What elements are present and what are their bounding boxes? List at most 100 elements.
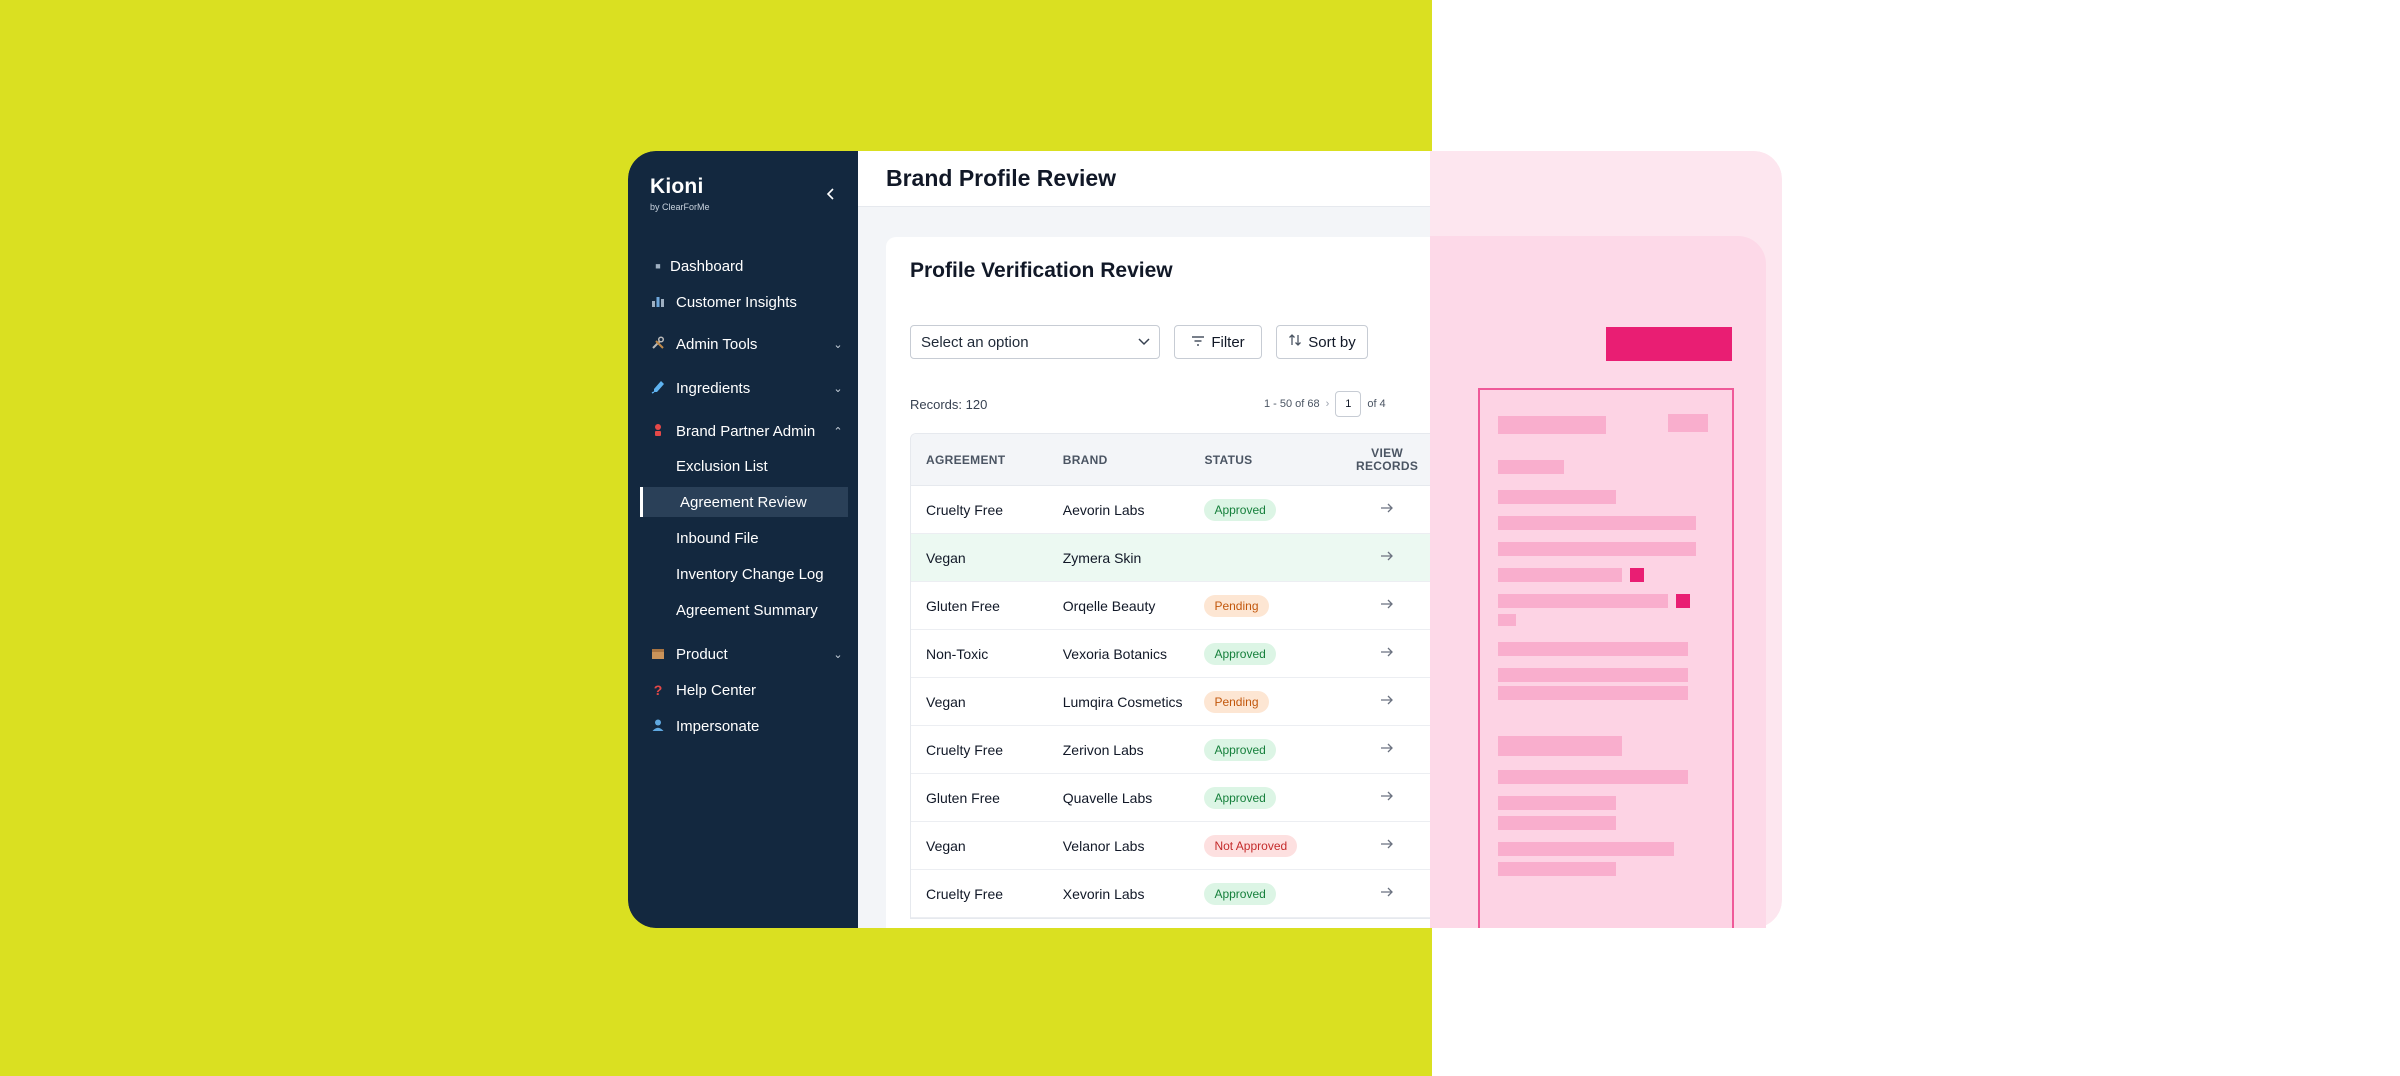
sidebar-item-label: Brand Partner Admin [676,422,816,440]
sidebar-subitem-agreement-review[interactable]: Agreement Review [640,487,848,517]
cell-agreement: Gluten Free [926,789,1000,806]
page-number-input[interactable]: 1 [1335,391,1362,417]
status-badge: Approved [1204,738,1276,761]
dashboard-icon: ■ [655,261,661,271]
top-bar: Brand Profile Review [858,151,1430,207]
table-body: Cruelty Free Aevorin Labs Approved Vegan Zym… [911,486,1430,918]
sidebar-item-product[interactable]: Product ⌄ [638,638,848,670]
cell-brand: Vexoria Botanics [1062,645,1168,662]
chevron-down-icon: ⌄ [833,382,843,395]
doc-line [1498,542,1696,556]
cell-status: Pending [1204,594,1344,617]
filter-button[interactable]: Filter [1174,325,1262,359]
arrow-right-icon[interactable] [1380,742,1394,757]
tools-icon [650,335,666,353]
sidebar-subitem-exclusion-list[interactable]: Exclusion List [640,451,848,481]
cell-status: Approved [1204,642,1344,665]
sidebar-item-label: Product [676,645,728,663]
cell-agreement: Vegan [926,837,966,854]
arrow-right-icon[interactable] [1380,550,1394,565]
column-header-view-records[interactable]: VIEW RECORDS [1356,445,1419,473]
view-records-cell [1344,790,1430,805]
chevron-down-icon: ⌄ [833,648,843,661]
cell-agreement: Cruelty Free [926,885,1004,902]
doc-marker [1630,568,1644,582]
option-select[interactable]: Select an option [910,325,1160,359]
filter-label: Filter [1211,333,1245,351]
table-row[interactable]: Vegan Zymera Skin [911,534,1430,582]
question-icon: ? [653,682,663,698]
arrow-right-icon[interactable] [1380,694,1394,709]
sidebar-subitem-label: Agreement Review [680,493,807,511]
doc-line [1498,862,1616,876]
cell-agreement: Vegan [926,693,966,710]
sidebar-subitem-agreement-summary[interactable]: Agreement Summary [640,595,848,625]
test-tube-icon [650,380,666,397]
sidebar: Kioni by ClearForMe ■ Dashboard Customer… [628,151,858,928]
sidebar-item-dashboard[interactable]: ■ Dashboard [638,250,848,282]
doc-line [1498,668,1688,682]
app-window: Kioni by ClearForMe ■ Dashboard Customer… [628,151,1782,928]
chevron-down-icon [1137,334,1151,352]
sidebar-subitem-inventory-change-log[interactable]: Inventory Change Log [640,559,848,589]
sidebar-item-admin-tools[interactable]: Admin Tools ⌄ [638,328,848,360]
cell-status: Approved [1204,786,1344,809]
sort-icon [1288,333,1302,351]
logo-subtitle: by ClearForMe [650,202,710,212]
cell-brand: Lumqira Cosmetics [1062,693,1183,710]
doc-line [1498,490,1616,504]
sidebar-item-label: Ingredients [676,379,751,397]
table-row[interactable]: Cruelty Free Zerivon Labs Approved [911,726,1430,774]
chevron-left-icon[interactable] [820,183,842,205]
arrow-right-icon[interactable] [1380,790,1394,805]
cell-brand: Zymera Skin [1062,549,1142,566]
option-select-placeholder: Select an option [921,333,1029,351]
sidebar-item-help-center[interactable]: ? Help Center [638,674,848,706]
doc-line [1498,516,1696,530]
view-records-cell [1344,838,1430,853]
cell-brand: Quavelle Labs [1062,789,1153,806]
table-row[interactable]: Non-Toxic Vexoria Botanics Approved [911,630,1430,678]
sidebar-item-brand-partner-admin[interactable]: Brand Partner Admin ⌃ [638,415,848,447]
cell-agreement: Vegan [926,549,966,566]
status-badge: Approved [1204,642,1276,665]
view-records-cell [1344,550,1430,565]
table-row[interactable]: Gluten Free Orqelle Beauty Pending [911,582,1430,630]
table-row[interactable]: Gluten Free Quavelle Labs Approved [911,774,1430,822]
column-header-agreement[interactable]: AGREEMENT [926,452,1006,467]
view-records-cell [1344,646,1430,661]
status-badge: Approved [1204,882,1276,905]
column-header-brand[interactable]: BRAND [1062,452,1108,467]
doc-line [1498,816,1616,830]
arrow-right-icon[interactable] [1380,502,1394,517]
sidebar-item-customer-insights[interactable]: Customer Insights [638,286,848,318]
sidebar-subitem-inbound-file[interactable]: Inbound File [640,523,848,553]
sidebar-item-label: Dashboard [670,257,744,275]
cell-brand: Aevorin Labs [1062,501,1145,518]
doc-line [1498,736,1622,756]
cell-brand: Orqelle Beauty [1062,597,1156,614]
sidebar-item-label: Admin Tools [676,335,758,353]
status-badge: Approved [1204,786,1276,809]
table-row[interactable]: Cruelty Free Xevorin Labs Approved [911,870,1430,918]
arrow-right-icon[interactable] [1380,598,1394,613]
doc-line [1498,416,1606,434]
column-header-status[interactable]: STATUS [1204,452,1253,467]
pagination-total: of 4 [1367,398,1386,410]
user-icon [650,718,666,735]
chevron-right-icon[interactable]: › [1325,398,1330,410]
review-panel: Profile Verification Review Select an op… [886,237,1430,928]
doc-line [1498,460,1564,474]
arrow-right-icon[interactable] [1380,838,1394,853]
table-row[interactable]: Vegan Velanor Labs Not Approved [911,822,1430,870]
sort-button[interactable]: Sort by [1276,325,1368,359]
table-row[interactable]: Cruelty Free Aevorin Labs Approved [911,486,1430,534]
sidebar-item-ingredients[interactable]: Ingredients ⌄ [638,372,848,404]
arrow-right-icon[interactable] [1380,646,1394,661]
table-row[interactable]: Vegan Lumqira Cosmetics Pending [911,678,1430,726]
sidebar-item-impersonate[interactable]: Impersonate [638,710,848,742]
sidebar-item-label: Customer Insights [676,293,797,311]
arrow-right-icon[interactable] [1380,886,1394,901]
view-records-cell [1344,598,1430,613]
doc-line [1498,614,1516,626]
